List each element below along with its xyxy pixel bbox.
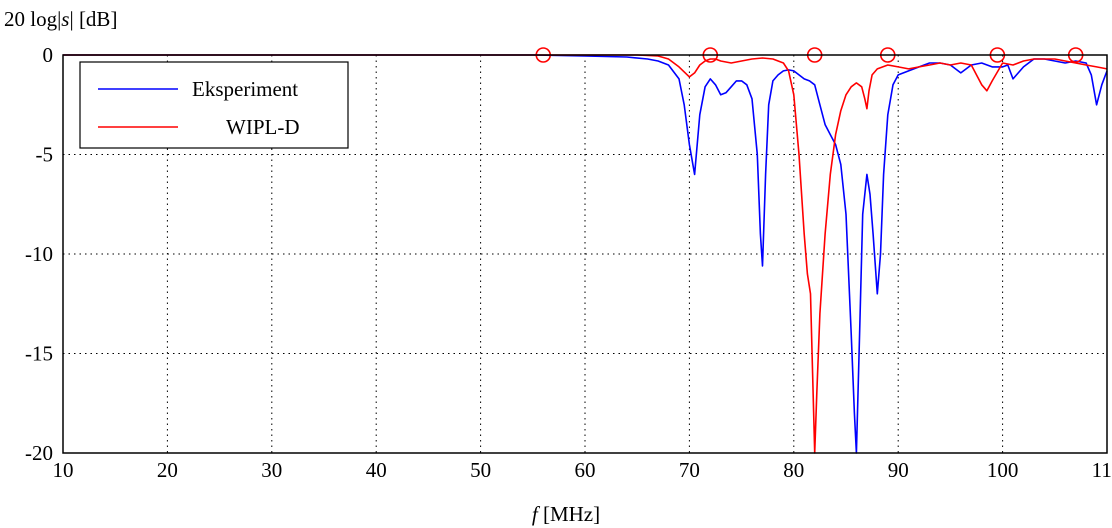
legend-box bbox=[79, 61, 349, 149]
x-tick-label: 90 bbox=[888, 458, 909, 482]
series-line-wipl-d bbox=[63, 54, 1108, 454]
x-tick-label: 80 bbox=[783, 458, 804, 482]
y-tick-label: 0 bbox=[43, 43, 54, 67]
y-tick-label: -20 bbox=[25, 441, 53, 465]
x-tick-label: 50 bbox=[470, 458, 491, 482]
y-tick-labels: 0 -5 -10 -15 -20 bbox=[25, 43, 53, 465]
y-tick-label: -15 bbox=[25, 342, 53, 366]
x-tick-labels: 10 20 30 40 50 60 70 80 90 100 110 bbox=[53, 458, 1112, 482]
x-tick-label: 70 bbox=[679, 458, 700, 482]
x-tick-label: 100 bbox=[987, 458, 1019, 482]
legend-label-wipl-d: WIPL-D bbox=[226, 115, 299, 139]
series-layer bbox=[63, 54, 1108, 454]
x-tick-label: 10 bbox=[53, 458, 74, 482]
x-tick-label: 110 bbox=[1092, 458, 1112, 482]
legend: Eksperiment WIPL-D bbox=[79, 61, 349, 149]
plot-frame bbox=[62, 54, 1108, 454]
y-axis-title: 20 log|s| [dB] bbox=[4, 7, 117, 31]
y-tick-label: -5 bbox=[36, 143, 54, 167]
series-line-eksperiment bbox=[63, 54, 1108, 454]
x-tick-label: 40 bbox=[366, 458, 387, 482]
y-tick-label: -10 bbox=[25, 242, 53, 266]
x-tick-label: 60 bbox=[575, 458, 596, 482]
x-tick-label: 30 bbox=[261, 458, 282, 482]
legend-label-eksperiment: Eksperiment bbox=[192, 77, 298, 101]
grid-lines bbox=[63, 55, 1107, 453]
x-tick-label: 20 bbox=[157, 458, 178, 482]
x-axis-title: f [MHz] bbox=[532, 502, 600, 526]
